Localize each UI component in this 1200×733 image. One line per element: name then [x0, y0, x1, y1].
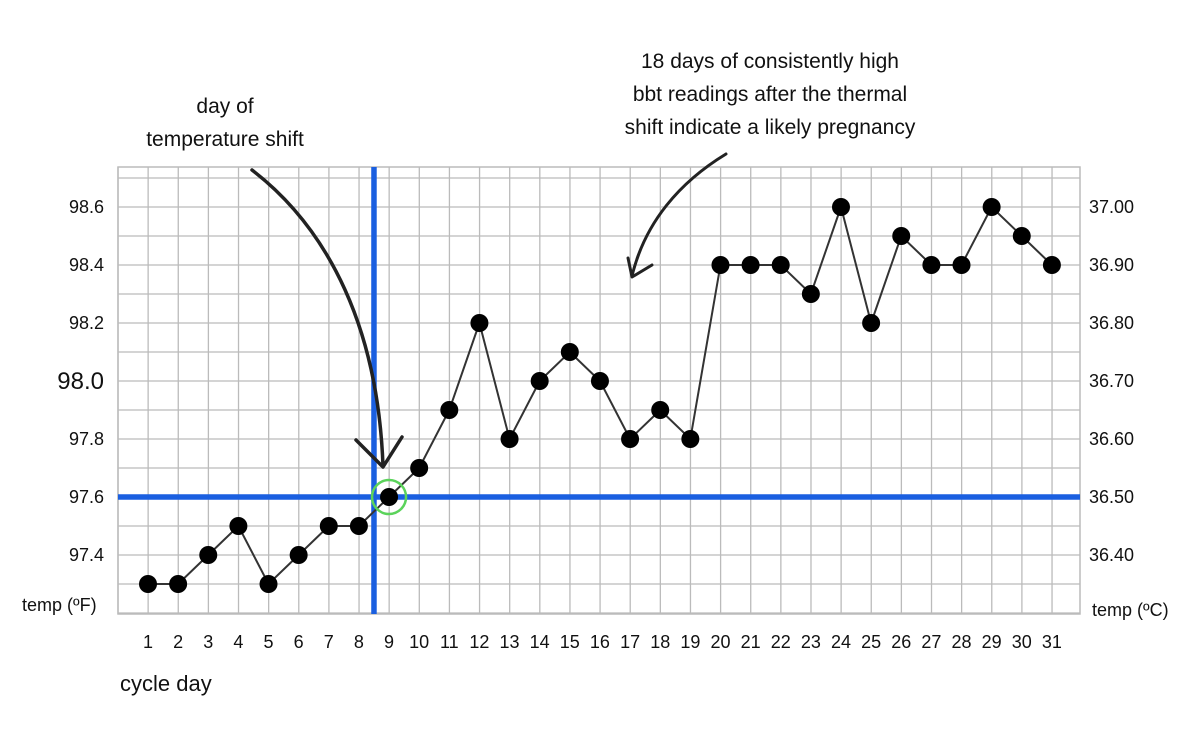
data-point	[410, 459, 429, 477]
axis-ticks: 1 2 3 4 5 6 7 8 9 10 11 12 13 14 15 16 17 18 19 20 21 22 23 24 2…	[57, 197, 1134, 652]
shift-day-annotation: day of temperature shift	[120, 90, 330, 156]
x-tick-label: 26	[891, 632, 911, 652]
x-tick-label: 17	[620, 632, 640, 652]
data-point	[289, 546, 308, 564]
y-tick-label: 98.6	[69, 197, 104, 217]
data-point	[862, 314, 881, 332]
data-point	[952, 256, 971, 274]
y2-tick-label: 36.50	[1089, 487, 1134, 507]
data-point	[530, 372, 549, 390]
x-tick-label: 20	[710, 632, 730, 652]
data-point	[741, 256, 760, 274]
shift-day-annotation-line-1: day of	[196, 95, 254, 118]
pregnancy-arrowhead-icon	[626, 256, 654, 279]
y2-tick-label: 36.60	[1089, 429, 1134, 449]
y-tick-label: 98.0	[57, 368, 104, 395]
data-point	[259, 575, 278, 593]
temperature-series	[139, 198, 1061, 593]
data-point	[139, 575, 157, 593]
shift-day-arrowhead-icon	[354, 435, 404, 469]
data-point	[229, 517, 248, 535]
x-tick-label: 18	[650, 632, 670, 652]
x-tick-label: 25	[861, 632, 881, 652]
data-point	[621, 430, 640, 448]
pregnancy-annotation-line-1: 18 days of consistently high	[641, 50, 899, 73]
data-point	[1042, 256, 1061, 274]
pregnancy-annotation: 18 days of consistently high bbt reading…	[560, 45, 980, 144]
annotation-arrows	[250, 152, 728, 469]
data-point	[801, 285, 820, 303]
data-point	[1012, 227, 1031, 245]
x-tick-label: 30	[1012, 632, 1032, 652]
data-point	[349, 517, 368, 535]
x-tick-label: 1	[143, 632, 153, 652]
x-tick-label: 22	[771, 632, 791, 652]
shift-day-arrow-icon	[250, 168, 385, 468]
highlight-ring	[370, 478, 408, 516]
reference-lines	[118, 167, 1080, 614]
y-tick-label: 97.4	[69, 545, 104, 565]
x-tick-label: 14	[530, 632, 550, 652]
data-point	[319, 517, 338, 535]
data-point	[651, 401, 670, 419]
x-tick-label: 12	[469, 632, 489, 652]
x-tick-label: 24	[831, 632, 851, 652]
x-tick-label: 8	[354, 632, 364, 652]
x-tick-label: 19	[680, 632, 700, 652]
x-tick-label: 13	[500, 632, 520, 652]
y-tick-label: 98.2	[69, 313, 104, 333]
x-tick-label: 15	[560, 632, 580, 652]
x-tick-label: 5	[264, 632, 274, 652]
x-tick-label: 31	[1042, 632, 1062, 652]
y-tick-label: 98.4	[69, 255, 104, 275]
data-point	[199, 546, 218, 564]
y2-axis-label: temp (ºC)	[1092, 600, 1169, 620]
data-point	[590, 372, 609, 390]
x-tick-label: 6	[294, 632, 304, 652]
x-tick-label: 23	[801, 632, 821, 652]
y2-tick-label: 36.90	[1089, 255, 1134, 275]
data-point	[500, 430, 519, 448]
x-tick-label: 28	[951, 632, 971, 652]
x-tick-label: 21	[741, 632, 761, 652]
x-tick-label: 4	[233, 632, 243, 652]
x-axis-label: cycle day	[120, 671, 212, 696]
data-point	[711, 256, 730, 274]
data-point	[922, 256, 941, 274]
y2-tick-label: 37.00	[1089, 197, 1134, 217]
x-tick-label: 29	[982, 632, 1002, 652]
pregnancy-arrow-icon	[630, 152, 728, 278]
data-point	[982, 198, 1001, 216]
x-tick-label: 2	[173, 632, 183, 652]
y2-tick-label: 36.80	[1089, 313, 1134, 333]
y2-tick-label: 36.70	[1089, 371, 1134, 391]
x-tick-label: 11	[440, 632, 459, 652]
x-tick-label: 3	[203, 632, 213, 652]
data-point	[169, 575, 188, 593]
data-point	[681, 430, 700, 448]
data-point	[771, 256, 790, 274]
plot-frame	[117, 166, 1081, 615]
y2-tick-label: 36.40	[1089, 545, 1134, 565]
x-tick-label: 27	[921, 632, 941, 652]
data-point	[440, 401, 459, 419]
data-point	[470, 314, 489, 332]
x-tick-label: 16	[590, 632, 610, 652]
data-point	[831, 198, 850, 216]
pregnancy-annotation-line-2: bbt readings after the thermal	[632, 83, 908, 106]
data-point	[560, 343, 579, 361]
shift-day-annotation-line-2: temperature shift	[146, 128, 304, 151]
y-axis-label: temp (ºF)	[22, 595, 97, 615]
data-point	[892, 227, 911, 245]
y-tick-label: 97.6	[69, 487, 104, 507]
pregnancy-annotation-line-3: shift indicate a likely pregnancy	[624, 116, 916, 139]
x-tick-label: 9	[384, 632, 394, 652]
chart-grid	[117, 166, 1081, 615]
x-tick-label: 10	[409, 632, 429, 652]
y-tick-label: 97.8	[69, 429, 104, 449]
data-point	[380, 488, 399, 506]
x-tick-label: 7	[324, 632, 334, 652]
